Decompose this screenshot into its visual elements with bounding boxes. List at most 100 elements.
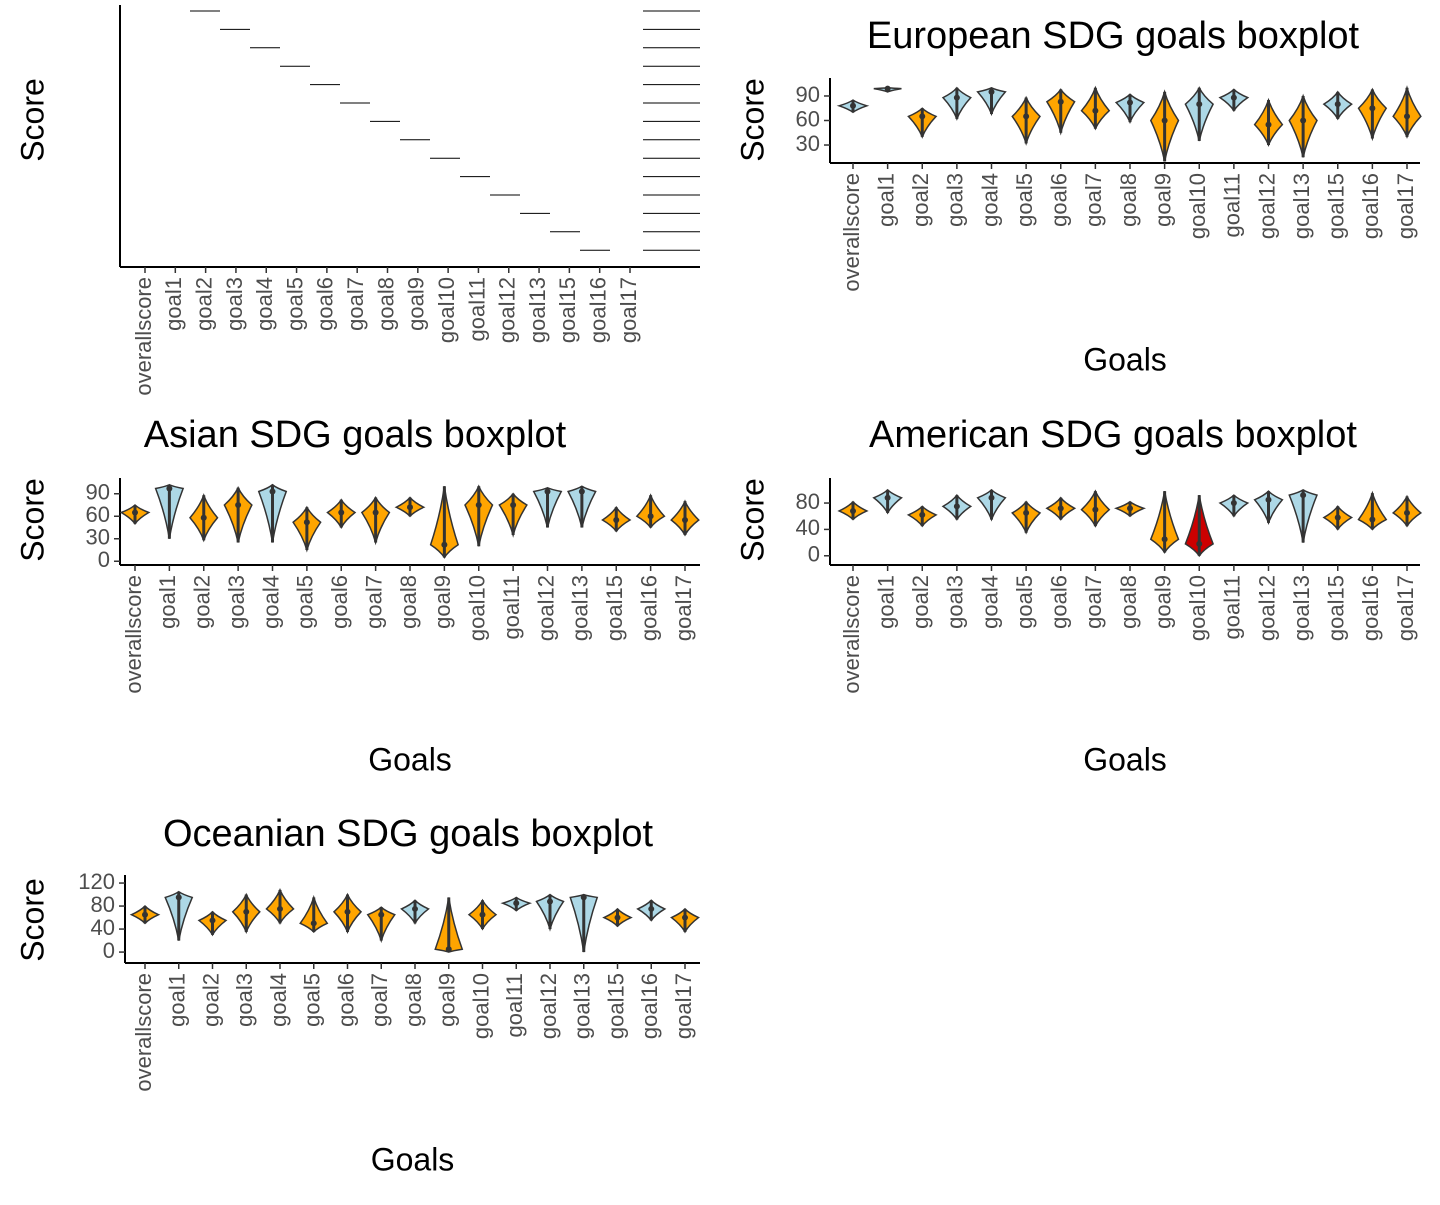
x-tick-label: goal6 (327, 575, 352, 629)
median (578, 488, 585, 495)
median (953, 503, 960, 510)
y-tick-label: 30 (796, 131, 820, 156)
x-tick-label: goal16 (637, 973, 662, 1039)
x-tick-label: goal2 (190, 575, 215, 629)
y-tick-label: 80 (796, 489, 820, 514)
median (1369, 105, 1376, 112)
median (1369, 516, 1376, 523)
panel: Oceanian SDG goals boxplot Goals Score over… (14, 813, 700, 1177)
x-tick-label: overallscore (121, 575, 146, 694)
median (378, 911, 385, 918)
x-tick-label: goal2 (908, 173, 933, 227)
x-tick-label: goal10 (434, 277, 459, 343)
x-tick-label: goal5 (1012, 575, 1037, 629)
median (547, 898, 553, 905)
y-tick-label: 40 (796, 515, 820, 540)
chart-title: European SDG goals boxplot (867, 15, 1360, 57)
y-tick-label: 60 (86, 502, 110, 527)
x-tick-label: goal8 (396, 575, 421, 629)
median (953, 94, 960, 101)
x-tick-label: goal4 (977, 575, 1002, 629)
median (475, 502, 482, 508)
x-tick-label: goal15 (602, 575, 627, 641)
median (510, 502, 517, 508)
x-axis-label: Goals (368, 741, 452, 777)
panel: Asian SDG goals boxplot Goals Score overall… (14, 414, 700, 777)
y-tick-label: 0 (103, 938, 115, 963)
x-tick-label: goal15 (603, 973, 628, 1039)
x-tick-label: goal6 (313, 277, 338, 331)
x-tick-label: goal5 (1012, 173, 1037, 227)
y-tick-label: 90 (86, 480, 110, 505)
x-tick-label: goal3 (224, 575, 249, 629)
median (277, 905, 283, 912)
x-tick-label: goal17 (616, 277, 641, 343)
x-tick-label: goal12 (533, 575, 558, 641)
median (919, 113, 926, 120)
x-axis-label: Goals (1083, 341, 1167, 377)
median (338, 509, 345, 516)
median (445, 946, 452, 953)
x-tick-label: goal17 (671, 575, 696, 641)
x-tick-label: goal5 (300, 973, 325, 1027)
median (1092, 107, 1099, 114)
y-tick-label: 90 (796, 82, 820, 107)
x-tick-label: goal13 (1289, 173, 1314, 239)
x-tick-label: goal15 (1324, 173, 1349, 239)
median (884, 85, 891, 92)
x-tick-label: goal16 (1358, 173, 1383, 239)
median (1161, 117, 1168, 124)
median (1404, 113, 1410, 120)
median (648, 905, 655, 912)
median (1023, 509, 1030, 516)
median (1300, 492, 1307, 499)
y-axis-label: Score (14, 78, 50, 162)
median (919, 511, 926, 518)
median (407, 504, 413, 511)
y-tick-label: 0 (98, 547, 110, 572)
y-axis-label: Score (734, 78, 770, 162)
x-tick-label: goal6 (1047, 575, 1072, 629)
y-axis-label: Score (734, 478, 770, 562)
median (479, 911, 486, 918)
x-tick-label: goal7 (1081, 173, 1106, 227)
x-tick-label: goal7 (1081, 575, 1106, 629)
x-tick-label: goal1 (155, 575, 180, 629)
x-tick-label: goal13 (525, 277, 550, 343)
x-tick-label: goal11 (1220, 575, 1245, 639)
x-tick-label: goal8 (401, 973, 426, 1027)
median (850, 102, 856, 109)
median (1057, 98, 1064, 105)
panel: American SDG goals boxplot Goals Score over… (734, 414, 1423, 777)
x-tick-label: goal9 (1150, 575, 1175, 629)
median (235, 502, 242, 508)
x-tick-label: goal9 (404, 277, 429, 331)
x-tick-label: goal11 (502, 973, 527, 1037)
x-tick-label: goal4 (252, 277, 277, 331)
y-tick-label: 80 (91, 892, 115, 917)
median (303, 519, 310, 526)
x-tick-label: goal7 (367, 973, 392, 1027)
median (243, 908, 250, 915)
median (200, 514, 207, 521)
x-tick-label: goal2 (191, 277, 216, 331)
x-tick-label: goal9 (1150, 173, 1175, 227)
median (1300, 117, 1307, 124)
y-tick-label: 120 (78, 869, 115, 894)
x-tick-label: goal1 (873, 575, 898, 629)
x-tick-label: goal11 (464, 277, 489, 341)
median (850, 507, 856, 514)
median (884, 494, 891, 501)
median (1161, 536, 1168, 543)
x-tick-label: goal9 (435, 973, 460, 1027)
x-tick-label: goal5 (282, 277, 307, 331)
x-tick-label: goal12 (1254, 173, 1279, 239)
median (1092, 506, 1099, 513)
x-tick-label: goal12 (536, 973, 561, 1039)
x-tick-label: goal3 (232, 973, 257, 1027)
x-tick-label: goal4 (977, 173, 1002, 227)
median (1230, 94, 1237, 101)
y-tick-label: 60 (796, 106, 820, 131)
